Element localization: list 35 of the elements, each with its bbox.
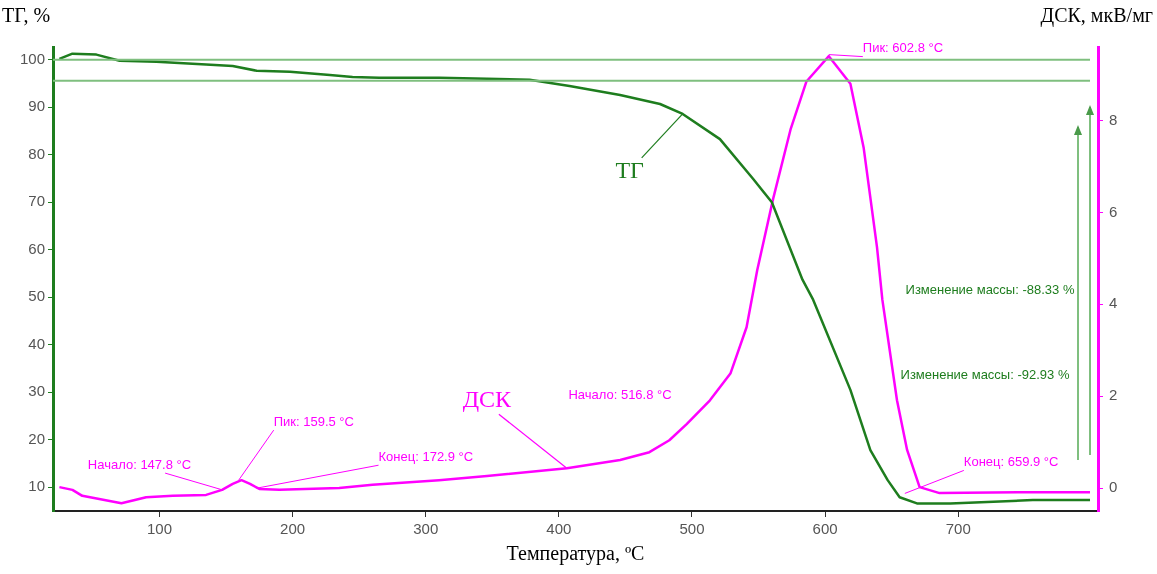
y-tick-label: 20 xyxy=(28,429,45,447)
y-tick-label: 60 xyxy=(28,239,45,257)
annotation: Пик: 602.8 °C xyxy=(862,40,944,56)
annotation: Начало: 147.8 °C xyxy=(87,456,192,472)
y2-tick-label: 2 xyxy=(1109,386,1118,404)
annotation: Начало: 516.8 °C xyxy=(568,386,672,402)
y2-tick-label: 8 xyxy=(1109,110,1118,128)
text: ДСК xyxy=(462,385,513,412)
x-tick-label: 200 xyxy=(280,520,306,538)
y2-tick-label: 0 xyxy=(1109,478,1118,496)
y-axis-title: ТГ, % xyxy=(2,4,51,26)
x-tick-label: 300 xyxy=(413,520,439,538)
y2-axis-title: ДСК, мкВ/мг xyxy=(1040,4,1153,27)
x-tick-label: 600 xyxy=(812,520,838,538)
y-tick-label: 10 xyxy=(28,477,45,495)
y-tick-label: 40 xyxy=(28,334,45,352)
y-tick-label: 90 xyxy=(28,97,45,115)
x-tick-label: 400 xyxy=(546,520,572,538)
y-tick-label: 30 xyxy=(28,382,45,400)
annotation: Конец: 172.9 °C xyxy=(378,448,474,464)
x-tick-label: 100 xyxy=(146,520,173,538)
x-tick-label: 500 xyxy=(679,520,705,538)
y2-tick-label: 6 xyxy=(1109,202,1118,220)
y-tick-label: 80 xyxy=(28,144,45,162)
y-tick-label: 50 xyxy=(28,287,45,305)
legend-label: ТГ xyxy=(615,157,645,184)
x-axis-title: Температура, ºC xyxy=(506,542,645,565)
y-tick-label: 70 xyxy=(28,192,45,210)
y-tick-label: 100 xyxy=(19,49,45,67)
annotation: Пик: 159.5 °C xyxy=(273,413,354,429)
annotation: Изменение массы: -88.33 % xyxy=(905,281,1075,297)
x-tick-label: 700 xyxy=(945,520,971,538)
annotation: Конец: 659.9 °C xyxy=(963,454,1059,470)
annotation: Изменение массы: -92.93 % xyxy=(900,366,1070,382)
y2-tick-label: 4 xyxy=(1109,294,1118,312)
